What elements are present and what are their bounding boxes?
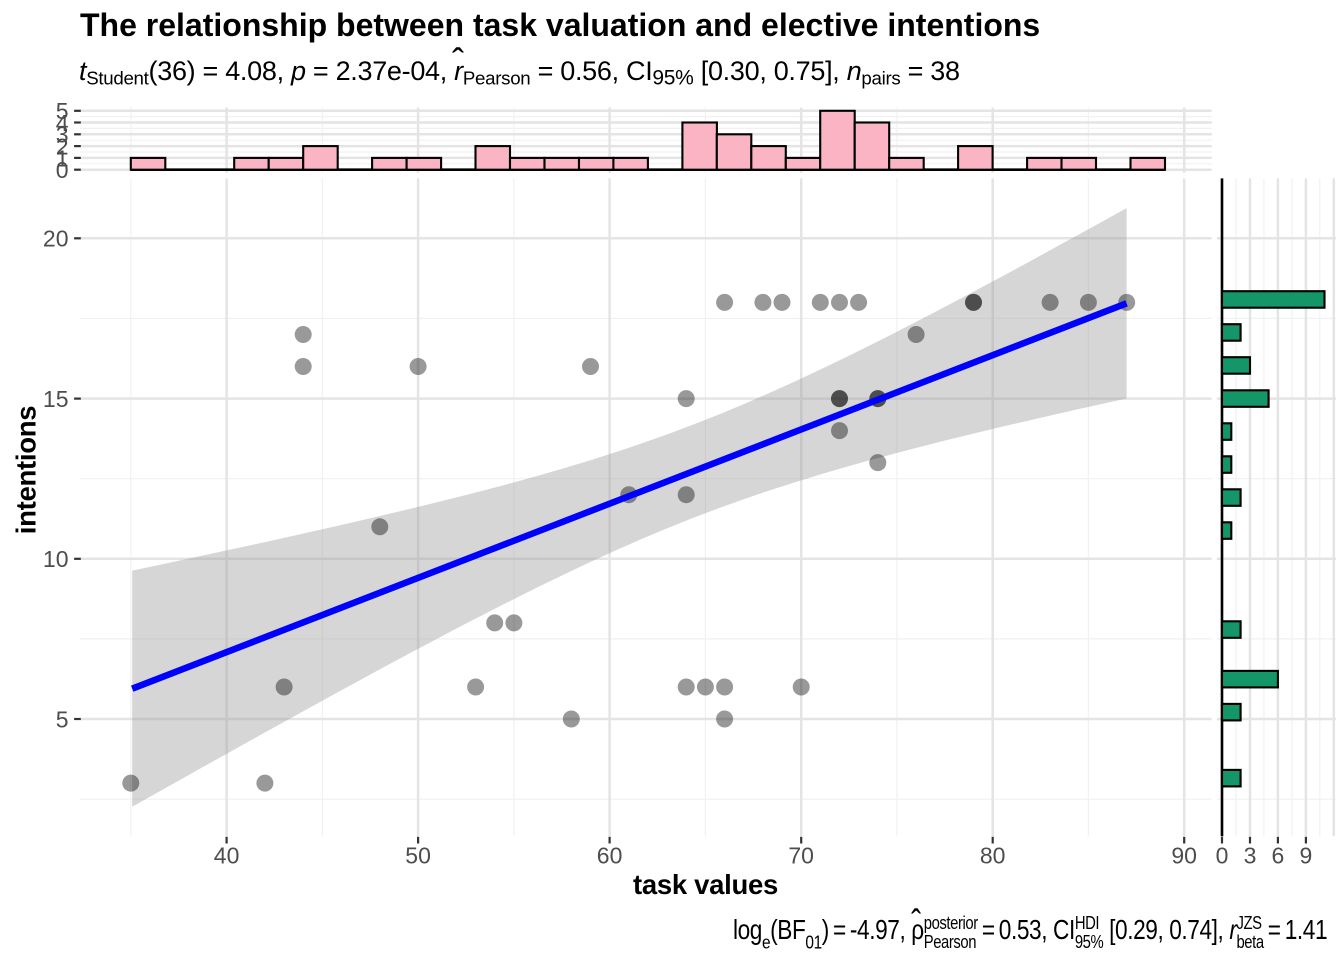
svg-text:3: 3 — [56, 122, 69, 148]
svg-text:0: 0 — [56, 157, 69, 183]
svg-text:9: 9 — [1300, 843, 1313, 869]
svg-text:6: 6 — [1272, 843, 1285, 869]
svg-text:2: 2 — [56, 134, 69, 160]
svg-text:15: 15 — [43, 386, 69, 412]
svg-text:1: 1 — [56, 145, 69, 171]
svg-text:task values: task values — [633, 869, 778, 900]
svg-text:5: 5 — [56, 98, 69, 124]
svg-text:90: 90 — [1171, 843, 1197, 869]
svg-text:0: 0 — [1216, 843, 1229, 869]
svg-text:10: 10 — [43, 546, 69, 572]
svg-text:40: 40 — [214, 843, 240, 869]
svg-text:4: 4 — [56, 110, 69, 136]
svg-text:intentions: intentions — [11, 406, 42, 534]
svg-text:70: 70 — [788, 843, 814, 869]
svg-text:80: 80 — [980, 843, 1006, 869]
svg-text:20: 20 — [43, 226, 69, 252]
svg-text:50: 50 — [405, 843, 431, 869]
svg-text:3: 3 — [1244, 843, 1257, 869]
svg-text:60: 60 — [597, 843, 623, 869]
svg-text:5: 5 — [56, 706, 69, 732]
